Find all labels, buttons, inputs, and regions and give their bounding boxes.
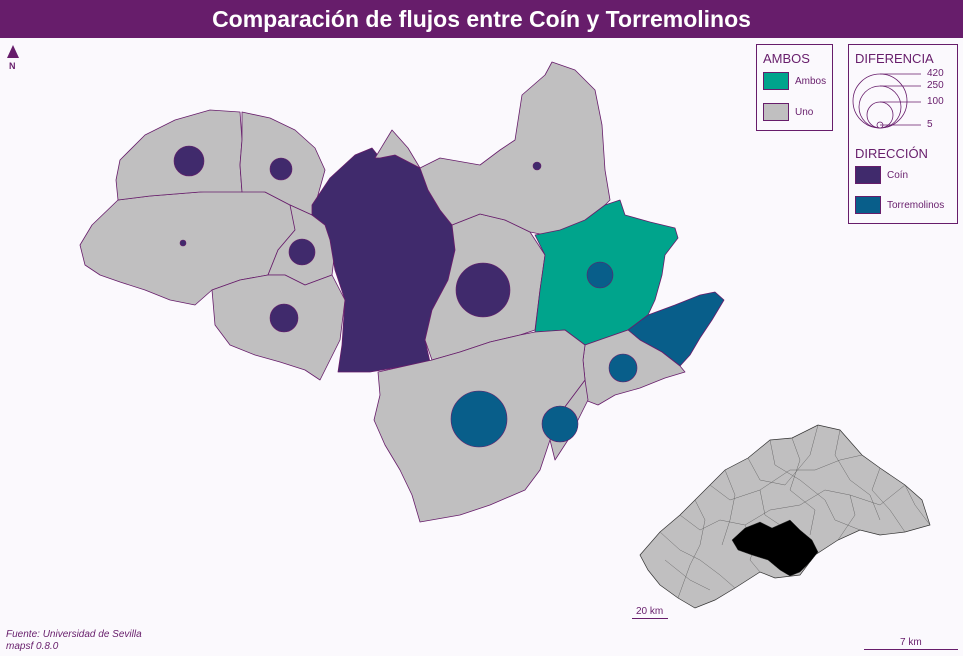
legend-value-5: 5 <box>927 119 933 130</box>
legend-value-420: 420 <box>927 68 944 79</box>
legend-diferencia-direccion: DIFERENCIA 420 250 100 5 DIRECCIÓN Coín … <box>848 44 958 224</box>
legend-ambos-title: AMBOS <box>763 51 810 66</box>
scale-inset-bar <box>632 618 668 619</box>
flow-circle <box>586 261 614 289</box>
flow-circle <box>541 405 579 443</box>
legend-value-250: 250 <box>927 80 944 91</box>
scale-main-bar <box>864 649 958 650</box>
legend-swatch-ambos <box>763 72 789 90</box>
locator-province <box>639 424 931 609</box>
north-arrow-icon <box>7 45 19 58</box>
legend-swatch-torremolinos <box>855 196 881 214</box>
legend-label-ambos: Ambos <box>795 76 827 87</box>
map-title-bar: Comparación de flujos entre Coín y Torre… <box>0 0 963 38</box>
flow-circle <box>173 145 205 177</box>
locator-map <box>639 424 931 609</box>
scale-main-label: 7 km <box>900 637 922 648</box>
source-note: Fuente: Universidad de Sevilla mapsf 0.8… <box>6 629 142 653</box>
flow-circle <box>269 303 299 333</box>
legend-swatch-coin <box>855 166 881 184</box>
map-title: Comparación de flujos entre Coín y Torre… <box>212 5 751 32</box>
flow-circle <box>608 353 638 383</box>
source-line-1: Fuente: Universidad de Sevilla <box>6 629 142 640</box>
legend-circles <box>852 73 921 129</box>
flow-circle <box>288 238 316 266</box>
legend-direccion-title: DIRECCIÓN <box>855 146 928 161</box>
flow-circle <box>455 262 511 318</box>
legend-diferencia-title: DIFERENCIA <box>855 51 934 66</box>
flow-circle <box>269 157 293 181</box>
municipality-northeast <box>419 61 611 236</box>
north-label: N <box>9 61 16 71</box>
flow-circle <box>179 239 187 247</box>
flow-circle <box>450 390 508 448</box>
legend-value-100: 100 <box>927 96 944 107</box>
scale-inset-label: 20 km <box>636 606 664 617</box>
locator-study-area <box>731 519 819 577</box>
legend-label-torremolinos: Torremolinos <box>887 200 945 211</box>
legend-label-uno: Uno <box>795 107 814 118</box>
source-line-2: mapsf 0.8.0 <box>6 641 59 652</box>
flow-circle <box>532 161 542 171</box>
legend-label-coin: Coín <box>887 170 909 181</box>
legend-ambos: AMBOS Ambos Uno <box>756 44 833 131</box>
legend-swatch-uno <box>763 103 789 121</box>
